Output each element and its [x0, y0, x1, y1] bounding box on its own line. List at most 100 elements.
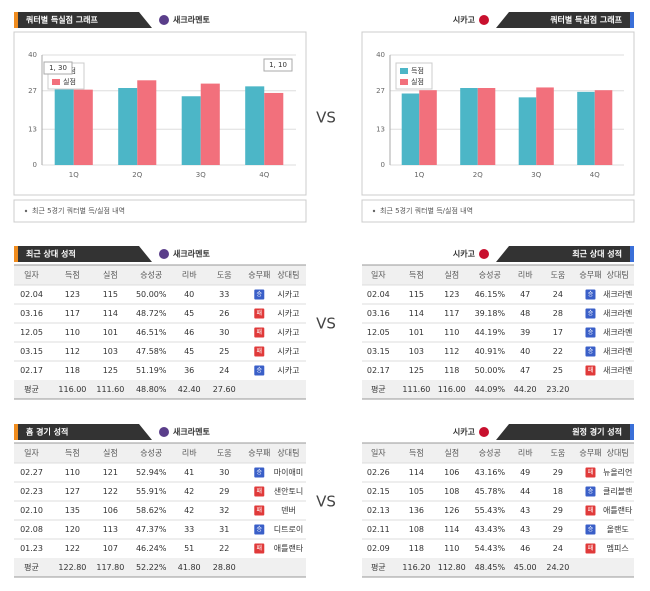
average-cell: 27.60 [213, 385, 236, 394]
table-cell: 33 [219, 290, 229, 299]
table-cell: 25 [553, 366, 563, 375]
result-icon [254, 327, 265, 338]
column-header: 승무패 [248, 448, 270, 458]
table-cell: 58.62% [136, 506, 167, 515]
table-cell: 02.13 [367, 506, 390, 515]
x-tick-label: 3Q [531, 171, 541, 179]
average-cell: 평균 [371, 384, 386, 394]
result-icon [254, 308, 265, 319]
table-cell: 110 [65, 328, 80, 337]
column-header: 리바 [182, 270, 197, 280]
result-label: 승 [588, 348, 594, 355]
table-cell: 114 [444, 525, 459, 534]
table-cell: 118 [65, 366, 80, 375]
result-icon [254, 505, 265, 516]
table-cell: 02.10 [20, 506, 43, 515]
table-cell: 31 [219, 525, 229, 534]
table-cell: 25 [219, 347, 229, 356]
table-cell: 26 [219, 309, 229, 318]
y-tick-label: 0 [33, 161, 37, 169]
table-cell: 125 [103, 366, 118, 375]
column-header: 득점 [65, 448, 80, 458]
bar [54, 85, 74, 165]
average-cell: 28.80 [213, 563, 236, 572]
x-tick-label: 2Q [473, 171, 483, 179]
y-tick-label: 13 [376, 125, 385, 133]
table-cell: 43 [520, 525, 530, 534]
column-header: 일자 [24, 271, 39, 280]
table-cell: 48 [520, 309, 530, 318]
table-cell: 110 [444, 544, 459, 553]
vs-label: VS [316, 109, 336, 127]
chart-note: 최근 5경기 쿼터별 득/실점 내역 [32, 206, 125, 215]
column-header: 상대팀 [277, 270, 299, 280]
header-title: 홈 경기 성적 [26, 427, 68, 437]
column-header: 실점 [103, 448, 118, 458]
bar [594, 90, 613, 165]
team-logo [159, 15, 169, 25]
annotation: 1, 30 [49, 64, 67, 72]
table-cell: 110 [65, 468, 80, 477]
column-header: 승무패 [579, 448, 601, 458]
table-cell: 106 [444, 468, 459, 477]
result-icon [254, 365, 265, 376]
result-icon [254, 486, 265, 497]
legend-swatch [52, 79, 60, 85]
result-label: 패 [588, 544, 594, 552]
table-cell: 103 [409, 347, 424, 356]
table-cell: 새크라멘 [603, 290, 632, 299]
header-accent [630, 12, 634, 28]
x-tick-label: 4Q [590, 171, 600, 179]
table-cell: 02.23 [20, 487, 43, 496]
table-cell: 123 [444, 290, 459, 299]
column-header: 리바 [518, 448, 533, 458]
table-cell: 03.15 [20, 347, 43, 356]
team-name: 시카고 [453, 427, 476, 437]
table-cell: 30 [219, 328, 229, 337]
result-label: 승 [588, 526, 594, 533]
column-header: 도움 [550, 449, 565, 458]
table-cell: 02.04 [20, 290, 43, 299]
table-cell: 29 [219, 487, 229, 496]
average-cell: 평균 [24, 384, 39, 394]
note-bullet [24, 209, 28, 213]
team-logo [159, 427, 169, 437]
table-cell: 51.19% [136, 366, 167, 375]
average-cell: 117.80 [96, 563, 124, 572]
result-icon [254, 289, 265, 300]
team-name: 새크라멘토 [173, 249, 210, 259]
table-header-row [362, 443, 634, 463]
result-label: 패 [257, 544, 263, 552]
table-cell: 112 [65, 347, 80, 356]
legend-label: 득점 [411, 67, 424, 75]
team-logo [159, 249, 169, 259]
team-name: 시카고 [453, 15, 476, 25]
result-icon [585, 524, 596, 535]
average-cell: 평균 [24, 562, 39, 572]
x-tick-label: 3Q [196, 171, 206, 179]
average-cell: 111.60 [402, 385, 430, 394]
team-logo [479, 15, 489, 25]
table-cell: 114 [409, 468, 424, 477]
table-cell: 114 [409, 309, 424, 318]
table-cell: 47.37% [136, 525, 167, 534]
header-accent [14, 246, 18, 262]
table-cell: 135 [65, 506, 80, 515]
table-cell: 41 [184, 468, 194, 477]
table-cell: 39 [520, 328, 530, 337]
x-tick-label: 1Q [69, 171, 79, 179]
note-box [13, 199, 307, 223]
table-cell: 32 [219, 506, 229, 515]
table-cell: 29 [553, 525, 563, 534]
bar [181, 96, 201, 165]
result-label: 패 [257, 347, 263, 355]
table-cell: 112 [444, 347, 459, 356]
table-cell: 42 [184, 487, 194, 496]
column-header: 일자 [371, 271, 386, 280]
average-cell: 45.00 [514, 563, 537, 572]
table-header-row [362, 265, 634, 285]
header-tab [496, 12, 634, 28]
table-cell: 113 [103, 525, 118, 534]
bar [401, 93, 420, 165]
column-header: 리바 [182, 448, 197, 458]
